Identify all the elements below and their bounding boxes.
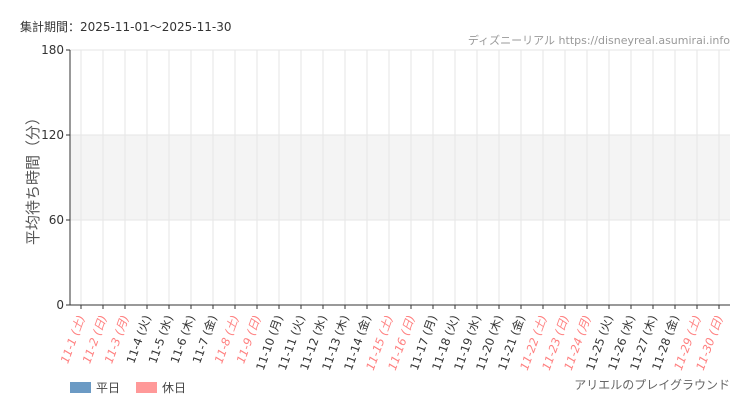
y-tick-label: 0 [56, 298, 64, 312]
legend-holiday-label: 休日 [162, 381, 187, 395]
y-axis-label: 平均待ち時間（分） [24, 110, 42, 245]
credit-label: ディズニーリアル https://disneyreal.asumirai.inf… [467, 34, 730, 47]
y-tick-label: 60 [49, 213, 64, 227]
legend-holiday[interactable]: 休日 [136, 379, 186, 396]
legend-weekday-swatch [70, 382, 91, 393]
y-tick-label: 120 [41, 128, 64, 142]
facility-name: アリエルのプレイグラウンド [574, 378, 730, 392]
period-label: 集計期間：2025-11-01〜2025-11-30 [20, 20, 232, 34]
legend-holiday-swatch [136, 382, 158, 393]
legend-weekday-label: 平日 [96, 381, 121, 395]
legend-weekday[interactable]: 平日 [70, 379, 120, 396]
y-tick-label: 180 [41, 43, 64, 57]
band-60-120 [70, 135, 730, 220]
legend: 平日 休日 [70, 379, 186, 396]
